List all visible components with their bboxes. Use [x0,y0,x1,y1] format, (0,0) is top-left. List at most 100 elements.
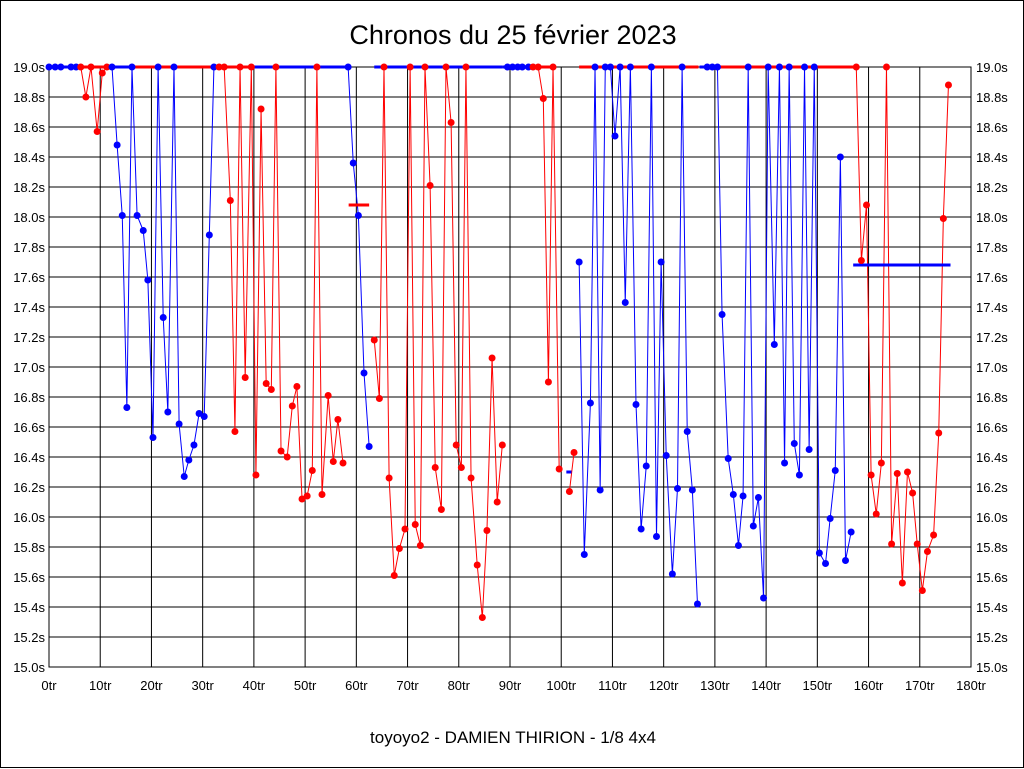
lap-point-A [67,63,75,71]
y-tick-label-right: 18.4s [976,150,1008,165]
lap-point-B [462,63,470,71]
lap-point-B [401,525,409,533]
lap-point-A [509,63,517,71]
y-tick-label-right: 15.0s [976,660,1008,675]
lap-point-B [473,561,481,569]
lap-point-A [739,492,747,500]
y-tick-label-left: 16.2s [13,480,45,495]
x-tick-label: 10tr [89,678,112,693]
lap-point-B [888,540,896,548]
lap-point-B [867,471,875,479]
y-tick-label-left: 15.4s [13,600,45,615]
lap-point-A [159,314,167,321]
lap-point-A [683,428,691,435]
lap-point-B [935,429,943,437]
lap-point-B [370,336,378,344]
series-line-B [855,66,949,591]
lap-point-A [123,404,131,411]
lap-point-B [215,63,223,71]
y-tick-label-right: 15.2s [976,630,1008,645]
lap-point-B [82,93,90,101]
lap-point-B [872,510,880,518]
lap-point-B [93,128,101,135]
lap-point-B [944,81,952,89]
lap-point-A [760,594,768,602]
lap-point-B [909,489,917,497]
lap-point-A [826,515,834,522]
y-tick-label-right: 16.6s [976,420,1008,435]
y-tick-label-left: 18.4s [13,150,45,165]
lap-point-A [703,63,711,71]
y-tick-label-right: 15.4s [976,600,1008,615]
x-tick-label: 60tr [345,678,368,693]
lap-point-B [98,69,106,77]
lap-point-A [657,258,665,266]
lap-point-B [334,416,342,423]
lap-point-B [478,614,486,621]
x-tick-label: 80tr [448,678,471,693]
lap-point-A [642,462,650,470]
y-tick-label-right: 18.2s [976,180,1008,195]
x-tick-label: 170tr [905,678,935,693]
y-tick-label-right: 17.8s [976,240,1008,255]
y-tick-label-left: 17.8s [13,240,45,255]
lap-point-A [749,522,757,530]
y-tick-label-left: 16.0s [13,510,45,525]
series-line-B [373,66,503,618]
lap-point-A [518,63,526,71]
lap-point-A [360,369,368,377]
y-tick-label-right: 16.2s [976,480,1008,495]
lap-point-B [898,579,906,587]
series-line-B [219,66,344,500]
lap-point-A [170,63,178,71]
lap-point-B [220,63,228,71]
lap-point-A [591,63,599,71]
lap-point-B [318,491,326,498]
lap-point-A [139,227,147,234]
x-tick-label: 50tr [294,678,317,693]
x-tick-label: 150tr [803,678,833,693]
lap-point-A [831,467,839,474]
lap-point-A [190,441,198,449]
lap-point-B [930,531,938,539]
lap-point-A [790,440,798,447]
y-tick-label-right: 16.0s [976,510,1008,525]
lap-point-A [688,486,696,494]
lap-point-B [483,527,491,534]
lap-point-A [200,413,208,420]
x-tick-label: 120tr [649,678,679,693]
y-tick-label-right: 16.8s [976,390,1008,405]
y-tick-label-left: 15.6s [13,570,45,585]
lap-point-A [606,63,614,71]
lap-point-A [354,212,362,219]
lap-point-B [385,474,393,482]
lap-point-A [842,557,850,564]
lap-point-B [226,197,234,204]
y-tick-label-right: 19.0s [976,60,1008,75]
lap-point-B [877,459,885,467]
lap-point-B [863,201,871,209]
lap-point-A [349,159,357,167]
lap-point-B [852,63,860,71]
lap-point-B [549,63,557,71]
lap-point-A [175,420,183,428]
lap-point-B [288,402,296,410]
y-tick-label-left: 17.6s [13,270,45,285]
lap-point-A [729,491,737,498]
lap-point-B [283,453,291,461]
x-tick-label: 100tr [546,678,576,693]
lap-point-B [421,63,429,71]
lap-point-B [375,395,383,402]
lap-point-B [252,471,260,479]
lap-point-A [744,63,752,71]
lap-point-B [431,464,439,471]
lap-point-B [272,63,280,71]
lap-point-A [713,63,721,71]
lap-point-A [718,311,726,318]
lap-point-B [293,383,301,390]
lap-point-B [324,392,332,399]
lap-point-B [339,459,347,467]
x-tick-label: 40tr [243,678,266,693]
lap-point-A [836,153,844,161]
